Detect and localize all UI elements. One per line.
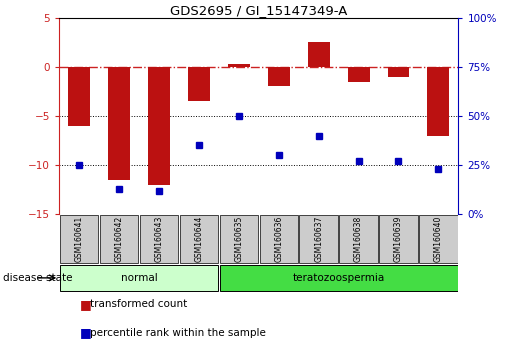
- Bar: [228, 64, 250, 67]
- Text: teratozoospermia: teratozoospermia: [293, 273, 385, 283]
- Bar: [380, 215, 418, 263]
- Bar: [188, 67, 210, 101]
- Bar: [180, 215, 218, 263]
- Bar: [68, 67, 90, 126]
- Bar: [260, 215, 298, 263]
- Text: GSM160640: GSM160640: [434, 216, 443, 262]
- Text: ■: ■: [80, 326, 92, 339]
- Text: disease state: disease state: [3, 273, 72, 283]
- Bar: [300, 215, 338, 263]
- Text: percentile rank within the sample: percentile rank within the sample: [90, 328, 266, 338]
- Bar: [419, 215, 457, 263]
- Bar: [348, 67, 370, 81]
- Bar: [307, 42, 330, 67]
- Bar: [339, 215, 377, 263]
- Bar: [108, 67, 130, 180]
- Bar: [100, 215, 138, 263]
- Text: GSM160638: GSM160638: [354, 216, 363, 262]
- Bar: [427, 67, 450, 136]
- Bar: [148, 67, 170, 185]
- Text: ■: ■: [80, 298, 92, 311]
- Bar: [220, 265, 457, 291]
- Text: GSM160639: GSM160639: [394, 216, 403, 262]
- Bar: [220, 215, 258, 263]
- Text: normal: normal: [121, 273, 158, 283]
- Bar: [140, 215, 178, 263]
- Title: GDS2695 / GI_15147349-A: GDS2695 / GI_15147349-A: [170, 4, 348, 17]
- Text: GSM160637: GSM160637: [314, 216, 323, 262]
- Text: transformed count: transformed count: [90, 299, 187, 309]
- Text: GSM160644: GSM160644: [195, 216, 203, 262]
- Text: GSM160635: GSM160635: [234, 216, 243, 262]
- Bar: [60, 265, 218, 291]
- Bar: [268, 67, 290, 86]
- Text: GSM160643: GSM160643: [154, 216, 163, 262]
- Text: GSM160641: GSM160641: [75, 216, 83, 262]
- Bar: [60, 215, 98, 263]
- Bar: [387, 67, 409, 77]
- Text: GSM160636: GSM160636: [274, 216, 283, 262]
- Text: GSM160642: GSM160642: [115, 216, 124, 262]
